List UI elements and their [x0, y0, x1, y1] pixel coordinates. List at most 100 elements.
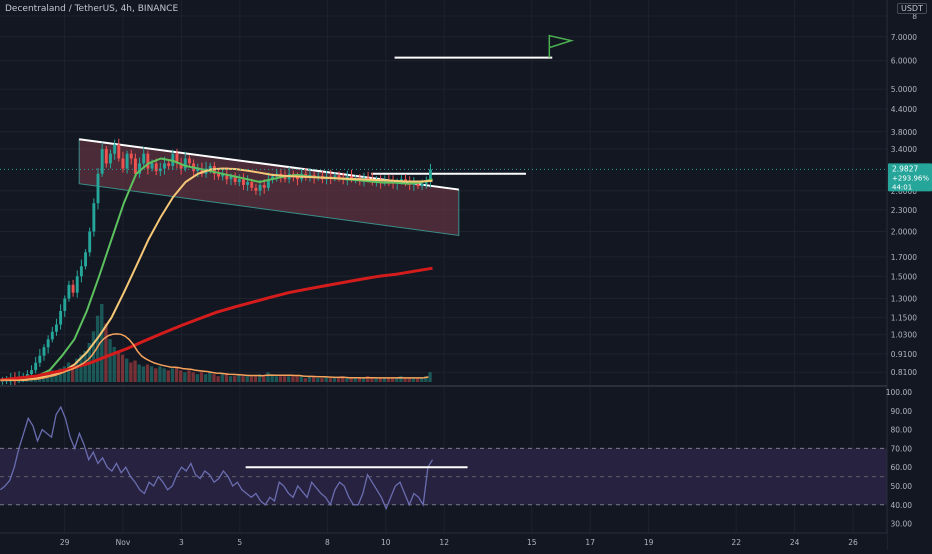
volume-bar — [420, 378, 424, 382]
candle-body — [258, 184, 262, 191]
time-tick-label: Nov — [116, 538, 131, 547]
price-axis — [887, 0, 932, 550]
volume-bar — [195, 374, 200, 382]
volume-bar — [374, 378, 378, 382]
candle-body — [296, 176, 299, 180]
rsi-tick-label: 90.00 — [891, 407, 913, 416]
volume-bar — [245, 376, 249, 382]
candle-body — [104, 149, 108, 164]
candle-body — [154, 163, 158, 172]
volume-bar — [137, 364, 141, 382]
price-tick-label: 3.8000 — [891, 128, 917, 137]
rsi-tick-label: 80.00 — [891, 426, 913, 435]
volume-bar — [341, 376, 345, 382]
volume-bar — [399, 376, 403, 382]
candle-body — [350, 176, 353, 180]
price-tick-label: 0.8100 — [891, 368, 917, 377]
volume-bar — [191, 372, 195, 382]
volume-bar — [116, 350, 121, 382]
volume-bar — [316, 378, 320, 382]
candle-body — [71, 284, 75, 293]
time-tick-label: 24 — [790, 538, 800, 547]
price-tick-label: 6.0000 — [891, 57, 917, 66]
volume-bar — [386, 378, 391, 382]
flag-icon — [548, 34, 575, 58]
volume-bar — [95, 315, 100, 382]
candle-body — [200, 168, 204, 174]
price-tick-label: 3.4000 — [891, 145, 917, 154]
volume-bar — [390, 378, 395, 382]
volume-bar — [166, 370, 170, 382]
volume-bar — [320, 378, 324, 382]
candle-body — [416, 183, 420, 187]
volume-bar — [415, 378, 420, 382]
volume-bar — [291, 376, 295, 382]
volume-bar — [328, 378, 332, 382]
volume-bar — [262, 376, 266, 382]
candle-body — [146, 153, 150, 169]
volume-bar — [382, 378, 387, 382]
candle-body — [96, 173, 100, 204]
volume-bar — [361, 378, 366, 382]
candle-body — [246, 182, 250, 185]
candle-body — [175, 153, 179, 164]
rsi-tick-label: 70.00 — [891, 444, 913, 453]
candle-body — [196, 168, 200, 172]
volume-bar — [212, 374, 216, 382]
volume-bar — [75, 358, 79, 382]
candle-body — [79, 266, 83, 277]
candle-body — [59, 310, 63, 325]
volume-bar — [174, 366, 179, 382]
volume-bar — [62, 366, 67, 382]
candle-body — [109, 153, 112, 164]
price-tick-label: 0.9100 — [891, 350, 917, 359]
candle-body — [217, 173, 220, 177]
rsi-tick-label: 100.00 — [886, 388, 912, 397]
candle-body — [34, 362, 38, 371]
candle-body — [179, 163, 183, 169]
volume-bar — [407, 378, 411, 382]
volume-bar — [282, 376, 287, 382]
ema-slow-line — [0, 266, 433, 382]
volume-bar — [149, 366, 154, 382]
time-tick-label: 3 — [179, 538, 184, 547]
candle-body — [50, 331, 54, 340]
candle-body — [117, 144, 121, 159]
volume-bar — [170, 368, 175, 382]
volume-bar — [224, 374, 229, 382]
candle-body — [237, 179, 241, 183]
candle-body — [167, 163, 171, 166]
currency-unit-badge[interactable]: USDT — [897, 3, 927, 14]
time-tick-label: 12 — [439, 538, 449, 547]
volume-bar — [345, 378, 349, 382]
volume-bar — [199, 372, 204, 382]
volume-bar — [83, 350, 87, 382]
candle-body — [55, 324, 58, 332]
candle-body — [428, 169, 432, 182]
volume-bar — [203, 374, 208, 382]
rsi-tick-label: 50.00 — [891, 482, 913, 491]
volume-bar — [233, 376, 237, 382]
volume-bar — [270, 374, 274, 382]
volume-bar — [336, 378, 341, 382]
candle-body — [412, 183, 416, 185]
time-tick-label: 29 — [60, 538, 70, 547]
volume-bar — [403, 378, 407, 382]
price-tick-label: 1.0300 — [891, 331, 917, 340]
candle-body — [241, 179, 245, 185]
candle-body — [129, 153, 133, 159]
volume-bar — [303, 378, 308, 382]
candle-body — [121, 158, 125, 169]
time-axis — [0, 533, 887, 550]
candle-body — [183, 158, 187, 169]
volume-bar — [133, 360, 137, 382]
time-tick-label: 5 — [237, 538, 242, 547]
volume-bar — [307, 376, 312, 382]
volume-bar — [79, 354, 83, 382]
candle-body — [92, 203, 96, 232]
price-tick-label: 1.1500 — [891, 314, 917, 323]
rsi-tick-label: 40.00 — [891, 501, 913, 510]
volume-bar — [349, 378, 353, 382]
